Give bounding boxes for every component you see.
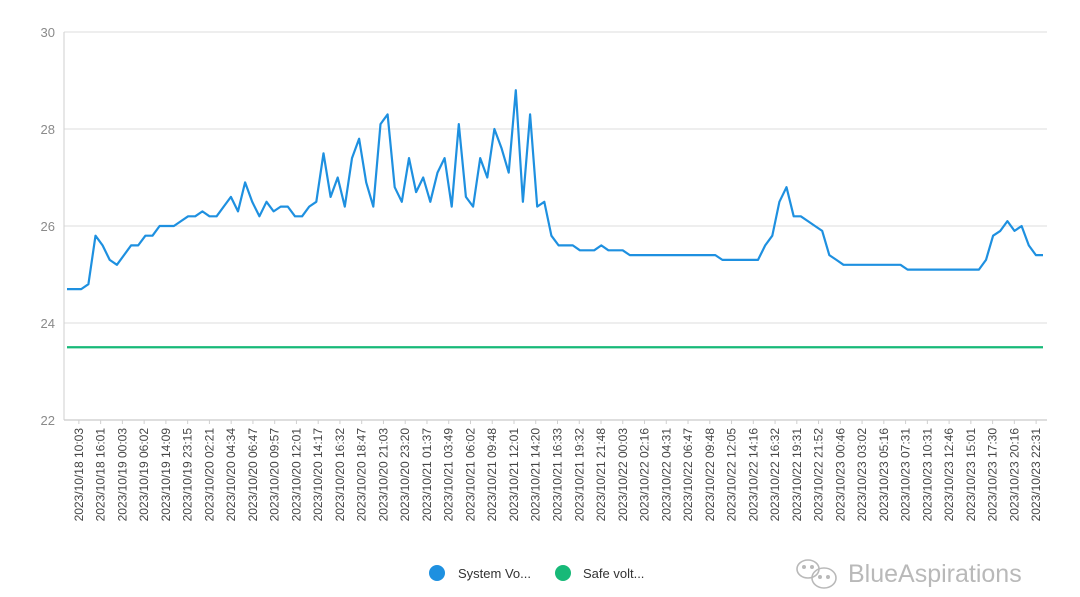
x-tick-label: 2023/10/23 15:01 — [964, 428, 978, 522]
grid-lines — [64, 31, 1047, 421]
x-tick-label: 2023/10/23 03:02 — [855, 428, 869, 522]
legend-item-system-voltage[interactable]: System Vo... — [429, 565, 531, 581]
x-tick-label: 2023/10/18 16:01 — [94, 428, 108, 522]
x-tick-label: 2023/10/23 10:31 — [920, 428, 934, 522]
x-axis: 2023/10/18 10:03 2023/10/18 16:01 2023/10/… — [72, 420, 1043, 521]
legend-marker-safe-voltage — [555, 565, 571, 581]
x-tick-label: 2023/10/22 12:05 — [725, 428, 739, 522]
x-tick-label: 2023/10/21 16:33 — [551, 428, 565, 522]
series-line-system-voltage — [67, 89, 1043, 291]
x-tick-label: 2023/10/20 14:17 — [311, 428, 325, 522]
y-axis: 22 24 26 28 30 — [41, 25, 65, 428]
x-tick-label: 2023/10/22 16:32 — [768, 428, 782, 522]
legend: System Vo... Safe volt... — [429, 565, 644, 581]
x-tick-label: 2023/10/21 09:48 — [485, 428, 499, 522]
y-tick-label: 22 — [41, 413, 55, 428]
x-tick-label: 2023/10/21 03:49 — [442, 428, 456, 522]
x-tick-label: 2023/10/22 00:03 — [616, 428, 630, 522]
y-tick-label: 24 — [41, 316, 55, 331]
watermark-text: BlueAspirations — [848, 560, 1022, 588]
x-tick-label: 2023/10/21 21:48 — [594, 428, 608, 522]
x-tick-label: 2023/10/22 19:31 — [790, 428, 804, 522]
x-tick-label: 2023/10/23 12:46 — [942, 428, 956, 522]
x-tick-label: 2023/10/23 17:30 — [986, 428, 1000, 522]
x-tick-label: 2023/10/23 20:16 — [1007, 428, 1021, 522]
x-tick-label: 2023/10/21 06:02 — [464, 428, 478, 522]
x-tick-label: 2023/10/22 09:48 — [703, 428, 717, 522]
x-tick-label: 2023/10/22 04:31 — [659, 428, 673, 522]
series-layer — [67, 89, 1043, 349]
x-tick-label: 2023/10/21 19:32 — [572, 428, 586, 522]
x-tick-label: 2023/10/22 21:52 — [812, 428, 826, 522]
legend-item-safe-voltage[interactable]: Safe volt... — [555, 565, 644, 581]
x-tick-label: 2023/10/18 10:03 — [72, 428, 86, 522]
x-tick-label: 2023/10/23 00:46 — [833, 428, 847, 522]
x-tick-label: 2023/10/19 23:15 — [181, 428, 195, 522]
watermark: BlueAspirations — [796, 559, 1022, 589]
x-tick-label: 2023/10/21 14:20 — [529, 428, 543, 522]
x-tick-label: 2023/10/19 00:03 — [115, 428, 129, 522]
x-tick-label: 2023/10/20 06:47 — [246, 428, 260, 522]
x-tick-label: 2023/10/19 06:02 — [137, 428, 151, 522]
legend-label-safe-voltage: Safe volt... — [583, 566, 644, 581]
x-tick-label: 2023/10/20 16:32 — [333, 428, 347, 522]
x-tick-label: 2023/10/20 12:01 — [289, 428, 303, 522]
legend-marker-system-voltage — [429, 565, 445, 581]
x-tick-label: 2023/10/23 07:31 — [899, 428, 913, 522]
x-tick-label: 2023/10/23 22:31 — [1029, 428, 1043, 522]
x-tick-label: 2023/10/20 18:47 — [355, 428, 369, 522]
y-tick-label: 28 — [41, 122, 55, 137]
x-tick-label: 2023/10/20 04:34 — [224, 428, 238, 522]
x-tick-label: 2023/10/21 12:01 — [507, 428, 521, 522]
x-tick-label: 2023/10/22 02:16 — [638, 428, 652, 522]
legend-label-system-voltage: System Vo... — [458, 566, 531, 581]
y-tick-label: 30 — [41, 25, 55, 40]
x-tick-label: 2023/10/23 05:16 — [877, 428, 891, 522]
x-tick-label: 2023/10/22 14:16 — [746, 428, 760, 522]
x-tick-label: 2023/10/20 21:03 — [377, 428, 391, 522]
x-tick-label: 2023/10/22 06:47 — [681, 428, 695, 522]
wechat-icon — [796, 559, 837, 589]
y-tick-label: 26 — [41, 219, 55, 234]
x-tick-label: 2023/10/20 09:57 — [268, 428, 282, 522]
x-tick-label: 2023/10/21 01:37 — [420, 428, 434, 522]
x-tick-label: 2023/10/20 23:20 — [398, 428, 412, 522]
x-tick-label: 2023/10/19 14:09 — [159, 428, 173, 522]
x-tick-label: 2023/10/20 02:21 — [202, 428, 216, 522]
